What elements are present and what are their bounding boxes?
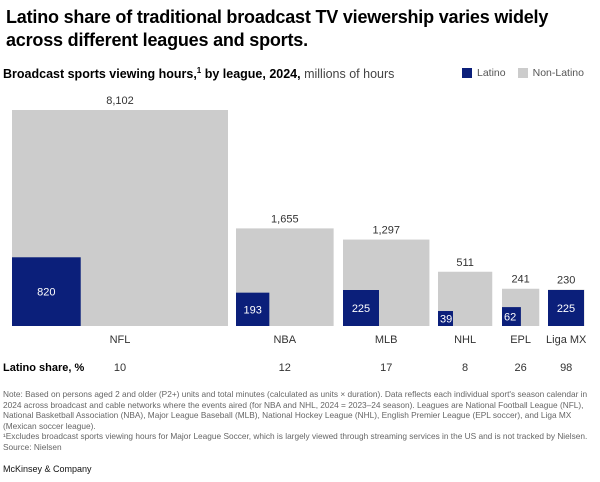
category-label-NBA: NBA <box>273 334 296 346</box>
total-label-MLB: 1,297 <box>372 225 400 237</box>
footnote-text: ¹Excludes broadcast sports viewing hours… <box>3 431 588 442</box>
latino-label-NFL: 820 <box>37 287 55 299</box>
latino-share-NBA: 12 <box>279 362 291 374</box>
square-latino-NHL <box>438 311 453 326</box>
source-text: Source: Nielsen <box>3 441 62 452</box>
square-latino-Liga MX <box>548 290 584 326</box>
note-text: Note: Based on persons aged 2 and older … <box>3 389 588 431</box>
legend: Latino Non-Latino <box>462 67 584 79</box>
latino-share-NHL: 8 <box>462 362 468 374</box>
category-label-NHL: NHL <box>454 334 476 346</box>
latino-share-Liga MX: 98 <box>560 362 572 374</box>
latino-label-NHL: 39 <box>440 314 452 326</box>
subtitle-main-2: by league, 2024, <box>201 67 301 82</box>
legend-label-non-latino: Non-Latino <box>532 67 584 79</box>
total-label-NHL: 511 <box>456 257 474 269</box>
legend-label-latino: Latino <box>477 67 506 79</box>
square-latino-NFL <box>12 257 81 326</box>
legend-swatch-non-latino <box>517 68 528 78</box>
square-latino-NBA <box>236 292 270 326</box>
square-latino-MLB <box>343 290 379 326</box>
latino-share-EPL: 26 <box>515 362 527 374</box>
latino-label-EPL: 62 <box>504 312 516 324</box>
category-label-EPL: EPL <box>510 334 531 346</box>
chart-title: Latino share of traditional broadcast TV… <box>6 7 549 50</box>
total-label-EPL: 241 <box>511 274 529 286</box>
square-latino-EPL <box>502 307 521 326</box>
latino-label-MLB: 225 <box>352 303 370 315</box>
latino-share-label: Latino share, % <box>3 362 85 374</box>
latino-share-NFL: 10 <box>114 362 126 374</box>
legend-swatch-latino <box>462 68 472 78</box>
latino-label-Liga MX: 225 <box>557 303 575 315</box>
notes: Note: Based on persons aged 2 and older … <box>3 389 597 453</box>
latino-label-NBA: 193 <box>243 304 261 316</box>
chart-subtitle: Broadcast sports viewing hours,1 by leag… <box>3 66 394 81</box>
category-label-Liga MX: Liga MX <box>546 334 587 346</box>
category-label-NFL: NFL <box>110 334 131 346</box>
chart-area: Latino share, % 8,102 820 NFL 10 1,655 193 NBA 1… <box>3 95 587 374</box>
category-label-MLB: MLB <box>375 334 398 346</box>
brand-logo: McKinsey & Company <box>3 464 92 474</box>
subtitle-unit: millions of hours <box>300 67 395 82</box>
footnote-marker: 1 <box>196 66 202 75</box>
subtitle-main: Broadcast sports viewing hours, <box>3 67 197 82</box>
total-label-NBA: 1,655 <box>271 213 299 225</box>
latino-share-MLB: 17 <box>380 362 392 374</box>
total-label-NFL: 8,102 <box>106 95 134 107</box>
total-label-Liga MX: 230 <box>557 275 575 287</box>
